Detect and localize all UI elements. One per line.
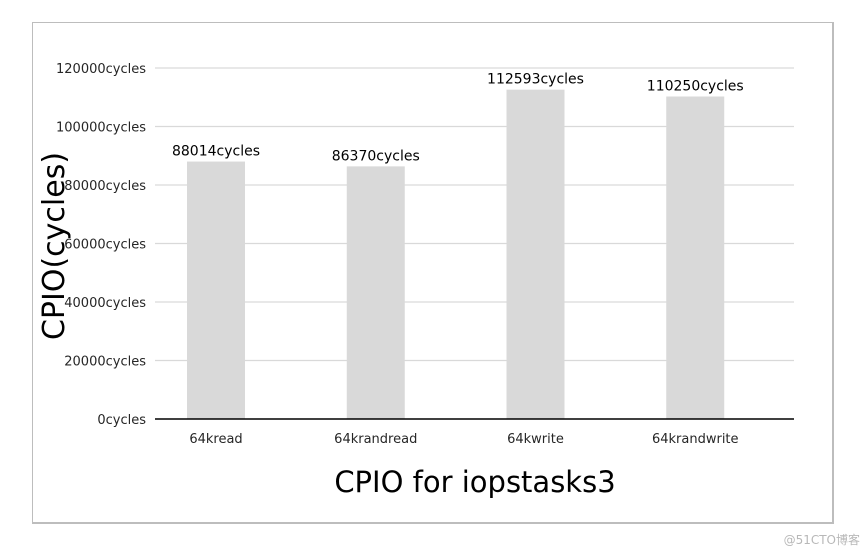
y-tick-label: 0cycles bbox=[97, 413, 146, 428]
y-axis-title: CPIO(cycles) bbox=[37, 152, 72, 340]
y-tick-label: 40000cycles bbox=[64, 296, 146, 311]
x-tick-label: 64kwrite bbox=[507, 432, 564, 447]
data-label: 112593cycles bbox=[487, 72, 584, 88]
x-tick-label: 64krandread bbox=[334, 432, 417, 447]
y-tick-label: 120000cycles bbox=[56, 62, 146, 77]
x-tick-label: 64kread bbox=[189, 432, 242, 447]
watermark: @51CTO博客 bbox=[783, 533, 860, 547]
bar bbox=[187, 161, 245, 419]
bar bbox=[346, 166, 405, 419]
data-label: 88014cycles bbox=[172, 144, 260, 160]
bar bbox=[666, 96, 725, 420]
bar bbox=[506, 89, 565, 420]
x-axis-title: CPIO for iopstasks3 bbox=[334, 465, 615, 499]
data-label: 86370cycles bbox=[332, 148, 420, 164]
y-tick-label: 20000cycles bbox=[64, 355, 146, 370]
y-tick-labels: 0cycles 20000cycles 40000cycles 60000cycles… bbox=[56, 62, 146, 428]
y-tick-label: 80000cycles bbox=[64, 179, 146, 194]
bars bbox=[187, 89, 725, 420]
x-tick-label: 64krandwrite bbox=[652, 432, 739, 447]
y-tick-label: 100000cycles bbox=[56, 121, 146, 136]
data-labels: 88014cycles 86370cycles 112593cycles 110250… bbox=[172, 72, 744, 165]
y-tick-label: 60000cycles bbox=[64, 238, 146, 253]
data-label: 110250cycles bbox=[647, 79, 744, 95]
x-tick-labels: 64kread 64krandread 64kwrite 64krandwrite bbox=[189, 432, 738, 447]
